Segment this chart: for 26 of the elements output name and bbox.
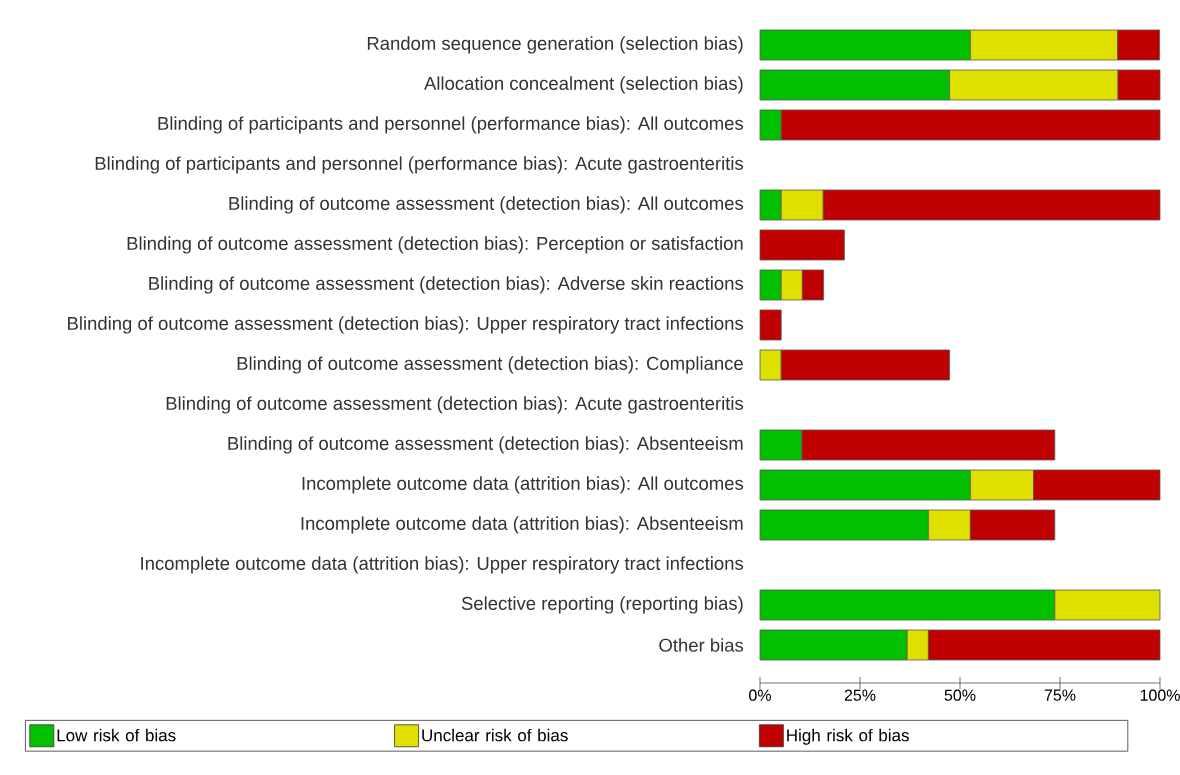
y-tick-label: Blinding of participants and personnel (performance bias): Acute gastroenteritis bbox=[95, 156, 744, 174]
y-tick-label: Incomplete outcome data (attrition bias): Absenteeism bbox=[301, 516, 743, 534]
x-tick-label: 25% bbox=[844, 689, 876, 701]
y-tick-label: Blinding of outcome assessment (detection bias): All outcomes bbox=[229, 196, 744, 214]
x-tick-label: 100% bbox=[1140, 689, 1180, 701]
x-tick-label: 0% bbox=[749, 689, 771, 701]
legend-label: Unclear risk of bias bbox=[422, 728, 568, 742]
y-tick-label: Blinding of outcome assessment (detection bias): Acute gastroenteritis bbox=[166, 396, 744, 414]
legend-label: Low risk of bias bbox=[57, 728, 176, 742]
bar bbox=[759, 229, 845, 261]
y-tick-label: Random sequence generation (selection bias) bbox=[367, 36, 743, 54]
y-tick-label: Blinding of outcome assessment (detection bias): Absenteeism bbox=[228, 436, 743, 454]
y-tick-label: Blinding of outcome assessment (detection bias): Perception or satisfaction bbox=[127, 236, 743, 254]
y-tick-label: Incomplete outcome data (attrition bias): All outcomes bbox=[302, 476, 744, 494]
y-tick-label: Blinding of participants and personnel (performance bias): All outcomes bbox=[158, 116, 744, 134]
legend-label: High risk of bias bbox=[787, 728, 909, 745]
x-tick-label: 50% bbox=[944, 689, 976, 701]
x-tick-label: 75% bbox=[1044, 689, 1076, 701]
y-tick-label: Selective reporting (reporting bias) bbox=[461, 596, 743, 614]
y-tick-label: Other bias bbox=[659, 638, 744, 652]
y-tick-label: Blinding of outcome assessment (detection bias): Compliance bbox=[237, 356, 743, 374]
y-tick-label: Incomplete outcome data (attrition bias): Upper respiratory tract infections bbox=[141, 556, 744, 574]
bar bbox=[759, 309, 782, 341]
y-tick-label: Blinding of outcome assessment (detection bias): Upper respiratory tract infections bbox=[68, 316, 744, 334]
y-tick-label: Blinding of outcome assessment (detection bias): Adverse skin reactions bbox=[149, 276, 744, 294]
y-tick-label: Allocation concealment (selection bias) bbox=[424, 76, 743, 94]
